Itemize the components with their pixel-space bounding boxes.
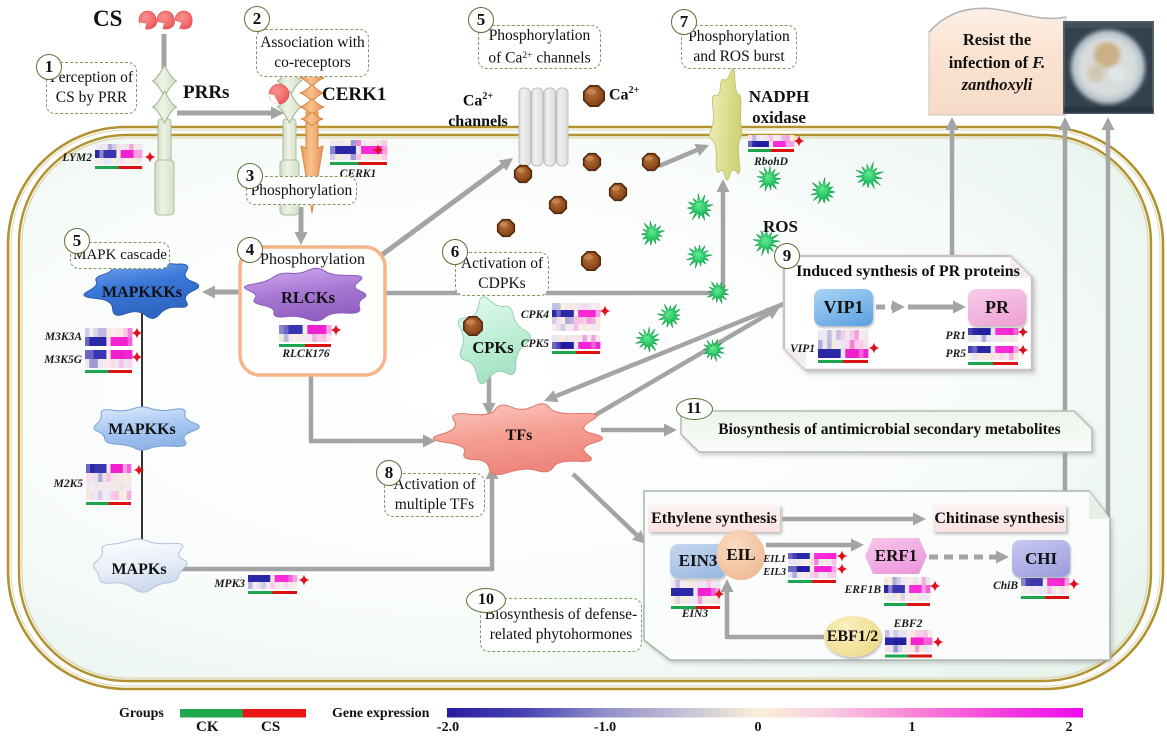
svg-text:LYM2: LYM2 xyxy=(61,152,92,164)
svg-text:CPK4: CPK4 xyxy=(521,309,549,321)
svg-text:EBF2: EBF2 xyxy=(893,618,923,630)
svg-text:MPK3: MPK3 xyxy=(213,578,245,590)
svg-text:M2K5: M2K5 xyxy=(53,478,84,490)
svg-text:RLCK176: RLCK176 xyxy=(281,348,330,360)
svg-text:EIN3: EIN3 xyxy=(681,608,708,620)
svg-text:EIL3: EIL3 xyxy=(762,567,786,578)
svg-text:EIL1: EIL1 xyxy=(762,554,786,565)
svg-text:M3K5G: M3K5G xyxy=(43,354,82,366)
svg-text:PR1: PR1 xyxy=(946,330,966,342)
svg-text:ERF1B: ERF1B xyxy=(844,584,882,596)
svg-text:M3K3A: M3K3A xyxy=(44,331,82,343)
svg-text:CPK5: CPK5 xyxy=(521,338,549,350)
svg-text:ChiB: ChiB xyxy=(993,580,1018,592)
svg-text:PR5: PR5 xyxy=(946,348,967,360)
svg-text:VIP1: VIP1 xyxy=(790,343,815,355)
svg-text:RbohD: RbohD xyxy=(753,156,789,168)
